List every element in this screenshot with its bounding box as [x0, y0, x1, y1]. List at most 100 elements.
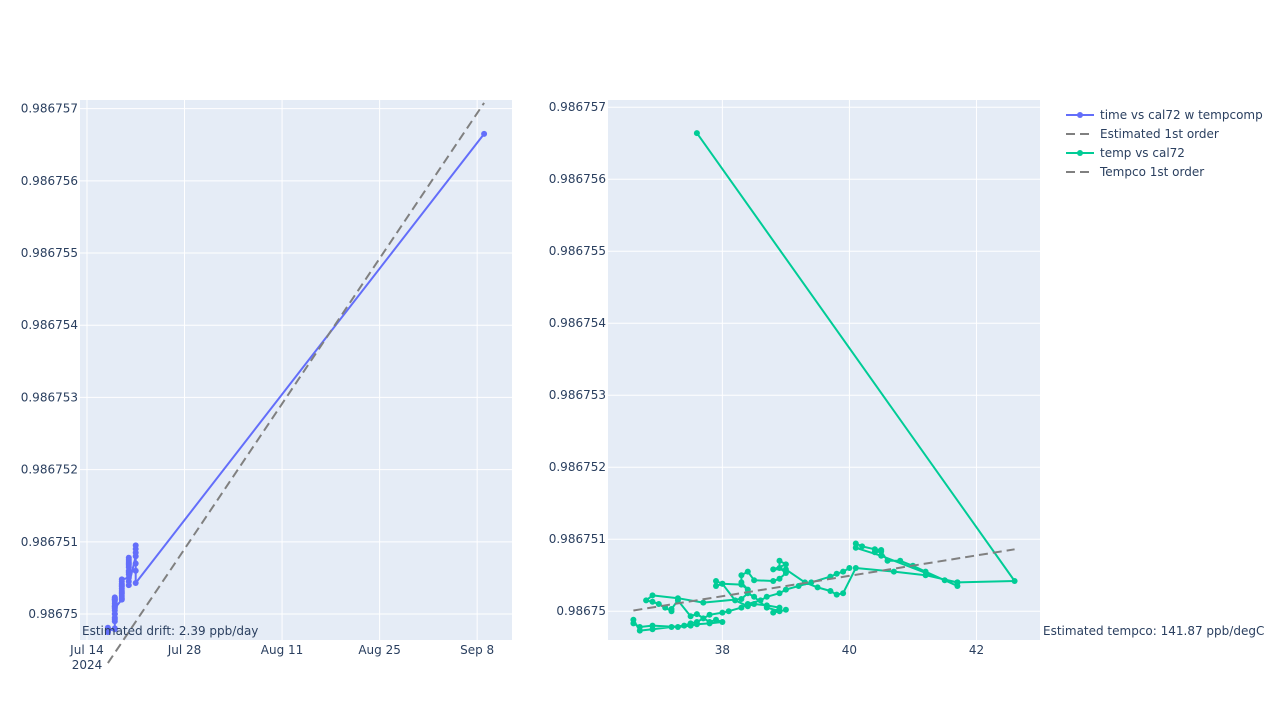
tempco-series-0-point: [738, 596, 745, 602]
tempco-series-0-point: [700, 615, 707, 622]
drift-series-0-point: [111, 598, 118, 604]
drift-series-0-point: [132, 542, 139, 549]
tempco-series-0-point: [833, 570, 840, 577]
tempco-series-0-point: [782, 606, 789, 613]
tempco-plot-y-ticks: 0.98675 0.986751 0.986752 0.986753 0.986754 0…: [549, 100, 606, 618]
tempco-series-0-point: [852, 565, 859, 571]
tempco-y-tick-label: 0.986755: [549, 244, 606, 258]
legend-entry-temp-vs-cal72[interactable]: temp vs cal72: [1066, 146, 1185, 160]
tempco-series-0-point: [770, 578, 777, 584]
tempco-series-0-point: [738, 572, 745, 579]
tempco-series-0-point: [884, 557, 891, 564]
tempco-series-0-point: [744, 568, 751, 575]
drift-series-0-point: [111, 605, 118, 612]
drift-series-0-point: [118, 595, 125, 602]
tempco-series-0-point: [681, 622, 688, 629]
tempco-series-0-point: [649, 592, 656, 599]
tempco-series-0-point: [636, 627, 643, 634]
tempco-series-0-point: [776, 557, 783, 564]
tempco-series-0-point: [751, 601, 758, 607]
tempco-series-0-point: [776, 608, 783, 615]
tempco-series-1-line: [633, 548, 1015, 612]
drift-y-tick-label: 0.986751: [21, 535, 78, 549]
tempco-series-0-point: [693, 611, 700, 618]
tempco-series-0-point: [744, 601, 751, 607]
tempco-series-0-point: [713, 583, 719, 589]
tempco-series-0-point: [738, 604, 745, 611]
tempco-y-tick-label: 0.986754: [549, 316, 606, 330]
legend-label: Estimated 1st order: [1100, 127, 1219, 141]
tempco-series-0-point: [643, 597, 650, 604]
legend[interactable]: time vs cal72 w tempcomp Estimated 1st o…: [1066, 108, 1263, 179]
tempco-series-0-point: [776, 575, 783, 582]
tempco-series-0-point: [719, 609, 726, 616]
tempco-series-0-point: [897, 557, 904, 564]
tempco-plot-area: [608, 100, 1040, 640]
tempco-series-0-point: [814, 584, 821, 591]
tempco-series-0-point: [719, 619, 726, 625]
tempco-series-0-point: [890, 568, 897, 575]
tempco-y-tick-label: 0.986752: [549, 460, 606, 474]
tempco-series-0-point: [782, 586, 789, 593]
drift-plot-series: [104, 102, 488, 664]
drift-series-0-point: [111, 625, 118, 632]
drift-y-tick-label: 0.98675: [28, 607, 78, 621]
tempco-series-0-point: [725, 608, 732, 615]
tempco-series-0-point: [846, 565, 853, 571]
tempco-series-0-point: [713, 616, 719, 623]
drift-y-tick-label: 0.986753: [21, 390, 78, 404]
drift-series-0-point: [132, 560, 139, 567]
drift-plot-y-ticks: 0.98675 0.986751 0.986752 0.986753 0.986754 0…: [21, 102, 78, 621]
tempco-series-0-point: [719, 580, 726, 587]
drift-y-tick-label: 0.986756: [21, 174, 78, 188]
tempco-series-0-point: [706, 611, 713, 618]
drift-y-tick-label: 0.986752: [21, 463, 78, 477]
tempco-series-0-point: [674, 597, 681, 604]
legend-entry-time-vs-cal72[interactable]: time vs cal72 w tempcomp: [1066, 108, 1263, 122]
legend-label: Tempco 1st order: [1099, 165, 1204, 179]
legend-entry-tempco-1st-order[interactable]: Tempco 1st order: [1066, 165, 1204, 179]
drift-series-0-point: [111, 614, 118, 621]
tempco-series-0-point: [827, 588, 834, 594]
drift-y-tick-label: 0.986757: [21, 102, 78, 116]
drift-y-tick-label: 0.986755: [21, 246, 78, 260]
drift-x-tick-label: Aug 25: [358, 643, 401, 657]
drift-annotation: Estimated drift: 2.39 ppb/day: [82, 624, 258, 638]
tempco-series-0-point: [700, 599, 707, 606]
tempco-series-0-point: [833, 591, 840, 598]
tempco-series-0-point: [738, 581, 745, 588]
drift-series-1-line: [107, 102, 485, 664]
drift-x-tick-label: Aug 11: [261, 643, 304, 657]
legend-swatch-marker: [1077, 150, 1083, 156]
tempco-series-0-point: [668, 624, 675, 630]
tempco-series-0-point: [649, 626, 656, 633]
tempco-series-0-point: [770, 609, 777, 616]
drift-series-0-point: [118, 590, 125, 597]
drift-plot-gridlines: [80, 100, 512, 640]
tempco-y-tick-label: 0.986753: [549, 388, 606, 402]
tempco-series-0-point: [706, 620, 713, 627]
tempco-annotation: Estimated tempco: 141.87 ppb/degC: [1043, 624, 1264, 638]
tempco-series-0-point: [751, 593, 758, 600]
tempco-y-tick-label: 0.986751: [549, 532, 606, 546]
tempco-series-0-point: [770, 566, 777, 573]
tempco-series-0-point: [852, 544, 859, 551]
tempco-series-0-point: [687, 620, 694, 627]
tempco-y-tick-label: 0.986756: [549, 172, 606, 186]
drift-x-tick-label: Jul 14: [69, 643, 104, 657]
drift-series-0-point: [118, 583, 125, 590]
tempco-plot: 0.98675 0.986751 0.986752 0.986753 0.986754 0…: [549, 100, 1264, 657]
tempco-series-0-point: [871, 549, 878, 556]
tempco-series-0-point: [668, 606, 675, 612]
tempco-series-0-point: [763, 604, 770, 611]
legend-entry-estimated-1st-order[interactable]: Estimated 1st order: [1066, 127, 1219, 141]
legend-swatch-marker: [1077, 112, 1083, 118]
tempco-series-0-point: [954, 579, 961, 586]
legend-label: time vs cal72 w tempcomp: [1100, 108, 1263, 122]
tempco-series-0-point: [674, 624, 681, 630]
legend-label: temp vs cal72: [1100, 146, 1185, 160]
drift-plot: 0.98675 0.986751 0.986752 0.986753 0.986754 0…: [21, 100, 512, 672]
tempco-series-0-point: [732, 597, 739, 604]
